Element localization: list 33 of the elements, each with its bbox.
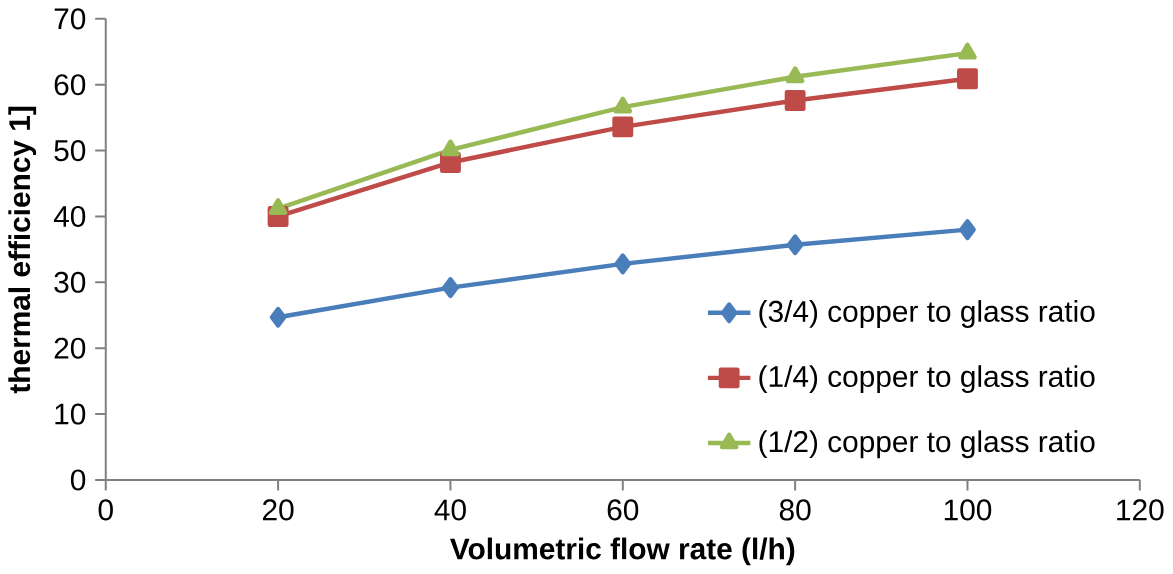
legend-label: (1/4) copper to glass ratio	[759, 365, 1095, 394]
y-tick-label: 20	[54, 337, 86, 359]
legend-label: (1/2) copper to glass ratio	[759, 430, 1095, 459]
point	[614, 253, 632, 275]
y-tick-label: 10	[55, 403, 86, 425]
x-tick-label: 0	[98, 499, 113, 521]
point	[442, 277, 459, 299]
y-tick-label: 30	[54, 271, 86, 294]
legend-label: (3/4) copper to glass ratio	[759, 300, 1095, 329]
point	[613, 96, 633, 114]
point	[268, 198, 288, 216]
y-tick-label: 40	[53, 206, 86, 228]
point	[269, 306, 287, 328]
point	[612, 116, 634, 138]
x-tick-label: 40	[434, 499, 466, 521]
point	[441, 139, 460, 157]
point	[957, 68, 978, 90]
y-tick-label: 60	[54, 74, 86, 96]
point	[784, 90, 806, 112]
x-tick-label: 100	[944, 499, 992, 521]
x-tick-label: 80	[779, 499, 811, 521]
x-tick-label: 60	[607, 499, 639, 521]
x-axis-title: Volumetric flow rate (l/h)	[450, 537, 795, 566]
x-tick-label: 20	[262, 499, 294, 521]
y-tick-label: 0	[70, 469, 86, 491]
y-tick-label: 70	[54, 8, 86, 30]
x-tick-label: 120	[1117, 499, 1164, 521]
y-axis-title: thermal efficiency 1]	[8, 107, 37, 394]
point	[959, 219, 976, 241]
point	[958, 42, 977, 60]
point	[786, 234, 804, 256]
point	[785, 66, 805, 84]
y-tick-label: 50	[54, 140, 86, 162]
